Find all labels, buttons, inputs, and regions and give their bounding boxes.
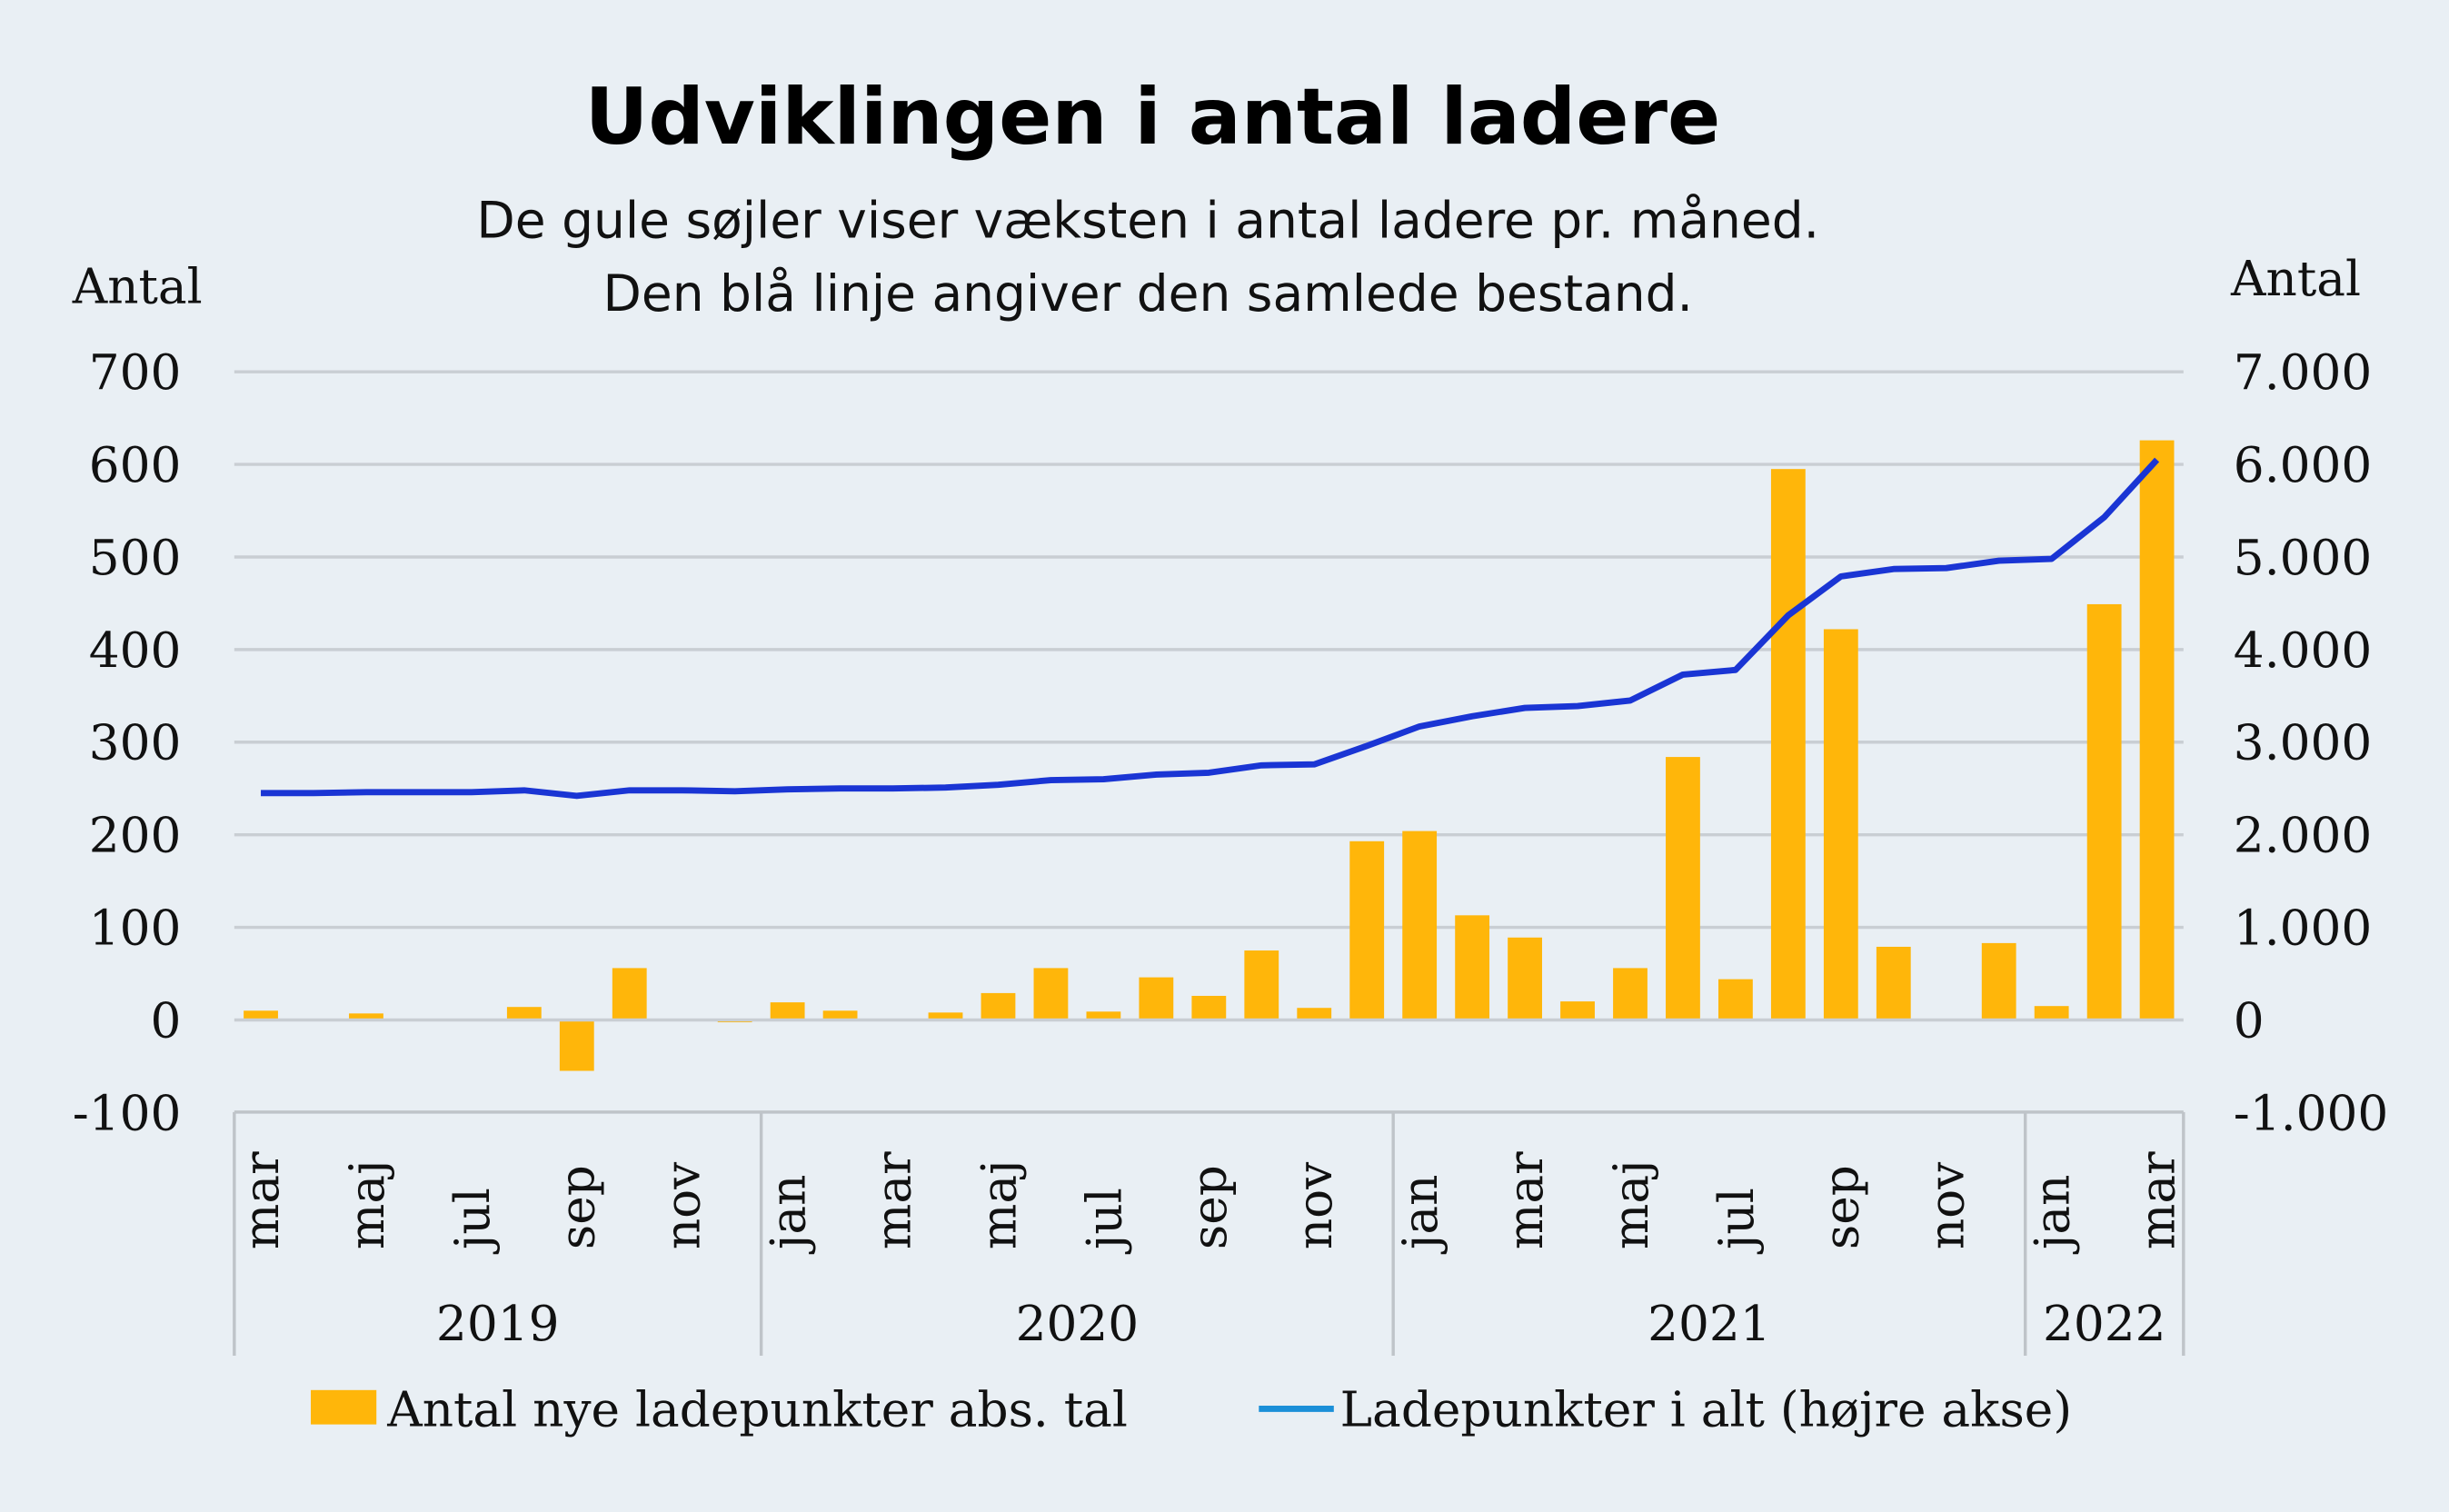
bar-mar	[2139, 440, 2175, 1020]
bar-aug	[506, 1007, 542, 1020]
bar-jun	[1666, 757, 1700, 1020]
bar-nov	[1297, 1008, 1332, 1020]
legend-label-line: Ladepunkter i alt (højre akse)	[1340, 1381, 2072, 1437]
month-tick-label: jul	[444, 1188, 501, 1255]
month-tick-label: nov	[1287, 1162, 1343, 1249]
legend-label-bars: Antal nye ladepunkter abs. tal	[386, 1381, 1128, 1437]
month-tick-label: jul	[1708, 1188, 1765, 1255]
bar-mar	[1508, 937, 1542, 1020]
right-tick-label: 5.000	[2234, 530, 2373, 586]
month-tick-label: mar	[865, 1151, 921, 1249]
month-tick-label: maj	[339, 1159, 395, 1249]
year-label-2020: 2020	[1016, 1296, 1140, 1352]
left-tick-label: 100	[89, 900, 182, 956]
month-tick-label: nov	[1919, 1162, 1976, 1249]
bar-jul	[1718, 979, 1753, 1020]
legend-swatch-bars	[311, 1389, 377, 1425]
legend: Antal nye ladepunkter abs. tal Ladepunkt…	[311, 1381, 2072, 1437]
bar-maj	[349, 1013, 383, 1020]
month-tick-label: sep	[1181, 1165, 1238, 1249]
bar-maj	[1613, 968, 1648, 1020]
right-tick-label: 6.000	[2234, 437, 2373, 493]
bar-sep	[1823, 629, 1858, 1020]
right-tick-label: 4.000	[2234, 622, 2373, 679]
bar-aug	[1770, 469, 1806, 1020]
bar-apr	[1560, 1001, 1595, 1020]
month-tick-label: jan	[761, 1175, 817, 1256]
left-tick-label: 300	[89, 715, 182, 771]
right-tick-label: -1.000	[2234, 1085, 2389, 1141]
year-label-2019: 2019	[436, 1296, 560, 1352]
bar-sep	[1191, 995, 1227, 1020]
month-tick-label: mar	[234, 1151, 290, 1249]
bar-dec	[1349, 841, 1385, 1020]
bar-apr	[928, 1012, 963, 1020]
year-label-2021: 2021	[1648, 1296, 1771, 1352]
bar-okt	[1876, 946, 1911, 1020]
right-axis-label: Antal	[2230, 251, 2361, 307]
left-tick-label: 600	[89, 437, 182, 493]
bar-sep	[559, 1020, 594, 1071]
month-tick-label: nov	[655, 1162, 712, 1249]
month-tick-label: jan	[1392, 1175, 1448, 1256]
bar-okt	[612, 968, 647, 1020]
bar-feb	[2086, 603, 2122, 1020]
bar-jul	[1086, 1011, 1121, 1020]
right-tick-label: 7.000	[2234, 344, 2373, 401]
month-tick-label: jan	[2025, 1175, 2081, 1256]
bar-maj	[981, 992, 1016, 1020]
left-tick-label: 700	[89, 344, 182, 401]
month-tick-label: jul	[1076, 1188, 1132, 1255]
bar-aug	[1139, 977, 1174, 1020]
left-axis-label: Antal	[72, 259, 203, 315]
left-tick-label: -100	[73, 1085, 182, 1141]
chart-subtitle-2: Den blå linje angiver den samlede bestan…	[603, 264, 1693, 323]
left-tick-label: 200	[89, 808, 182, 864]
left-tick-label: 0	[150, 992, 181, 1049]
bar-jan	[1402, 831, 1438, 1020]
bar-mar	[244, 1010, 278, 1020]
right-tick-label: 0	[2234, 992, 2265, 1049]
month-tick-label: mar	[1498, 1151, 1554, 1249]
bar-jan	[770, 1002, 805, 1020]
month-tick-label: mar	[2130, 1151, 2186, 1249]
left-tick-label: 500	[89, 530, 182, 586]
right-tick-label: 3.000	[2234, 715, 2373, 771]
right-tick-label: 2.000	[2234, 808, 2373, 864]
month-tick-label: sep	[550, 1165, 606, 1249]
chart-subtitle-1: De gule søjler viser væksten i antal lad…	[476, 191, 1819, 249]
bar-feb	[822, 1010, 858, 1020]
month-tick-label: maj	[971, 1159, 1027, 1249]
bar-jan	[2034, 1006, 2069, 1020]
bar-okt	[1244, 950, 1279, 1020]
month-tick-label: sep	[1814, 1165, 1870, 1249]
bar-feb	[1455, 915, 1490, 1020]
year-label-2022: 2022	[2043, 1296, 2166, 1352]
bar-jun	[1033, 968, 1069, 1020]
bar-dec	[1981, 942, 2016, 1020]
chart-title: Udviklingen i antal ladere	[585, 72, 1721, 163]
left-tick-label: 400	[89, 622, 182, 679]
right-tick-label: 1.000	[2234, 900, 2373, 956]
month-tick-label: maj	[1603, 1159, 1659, 1249]
